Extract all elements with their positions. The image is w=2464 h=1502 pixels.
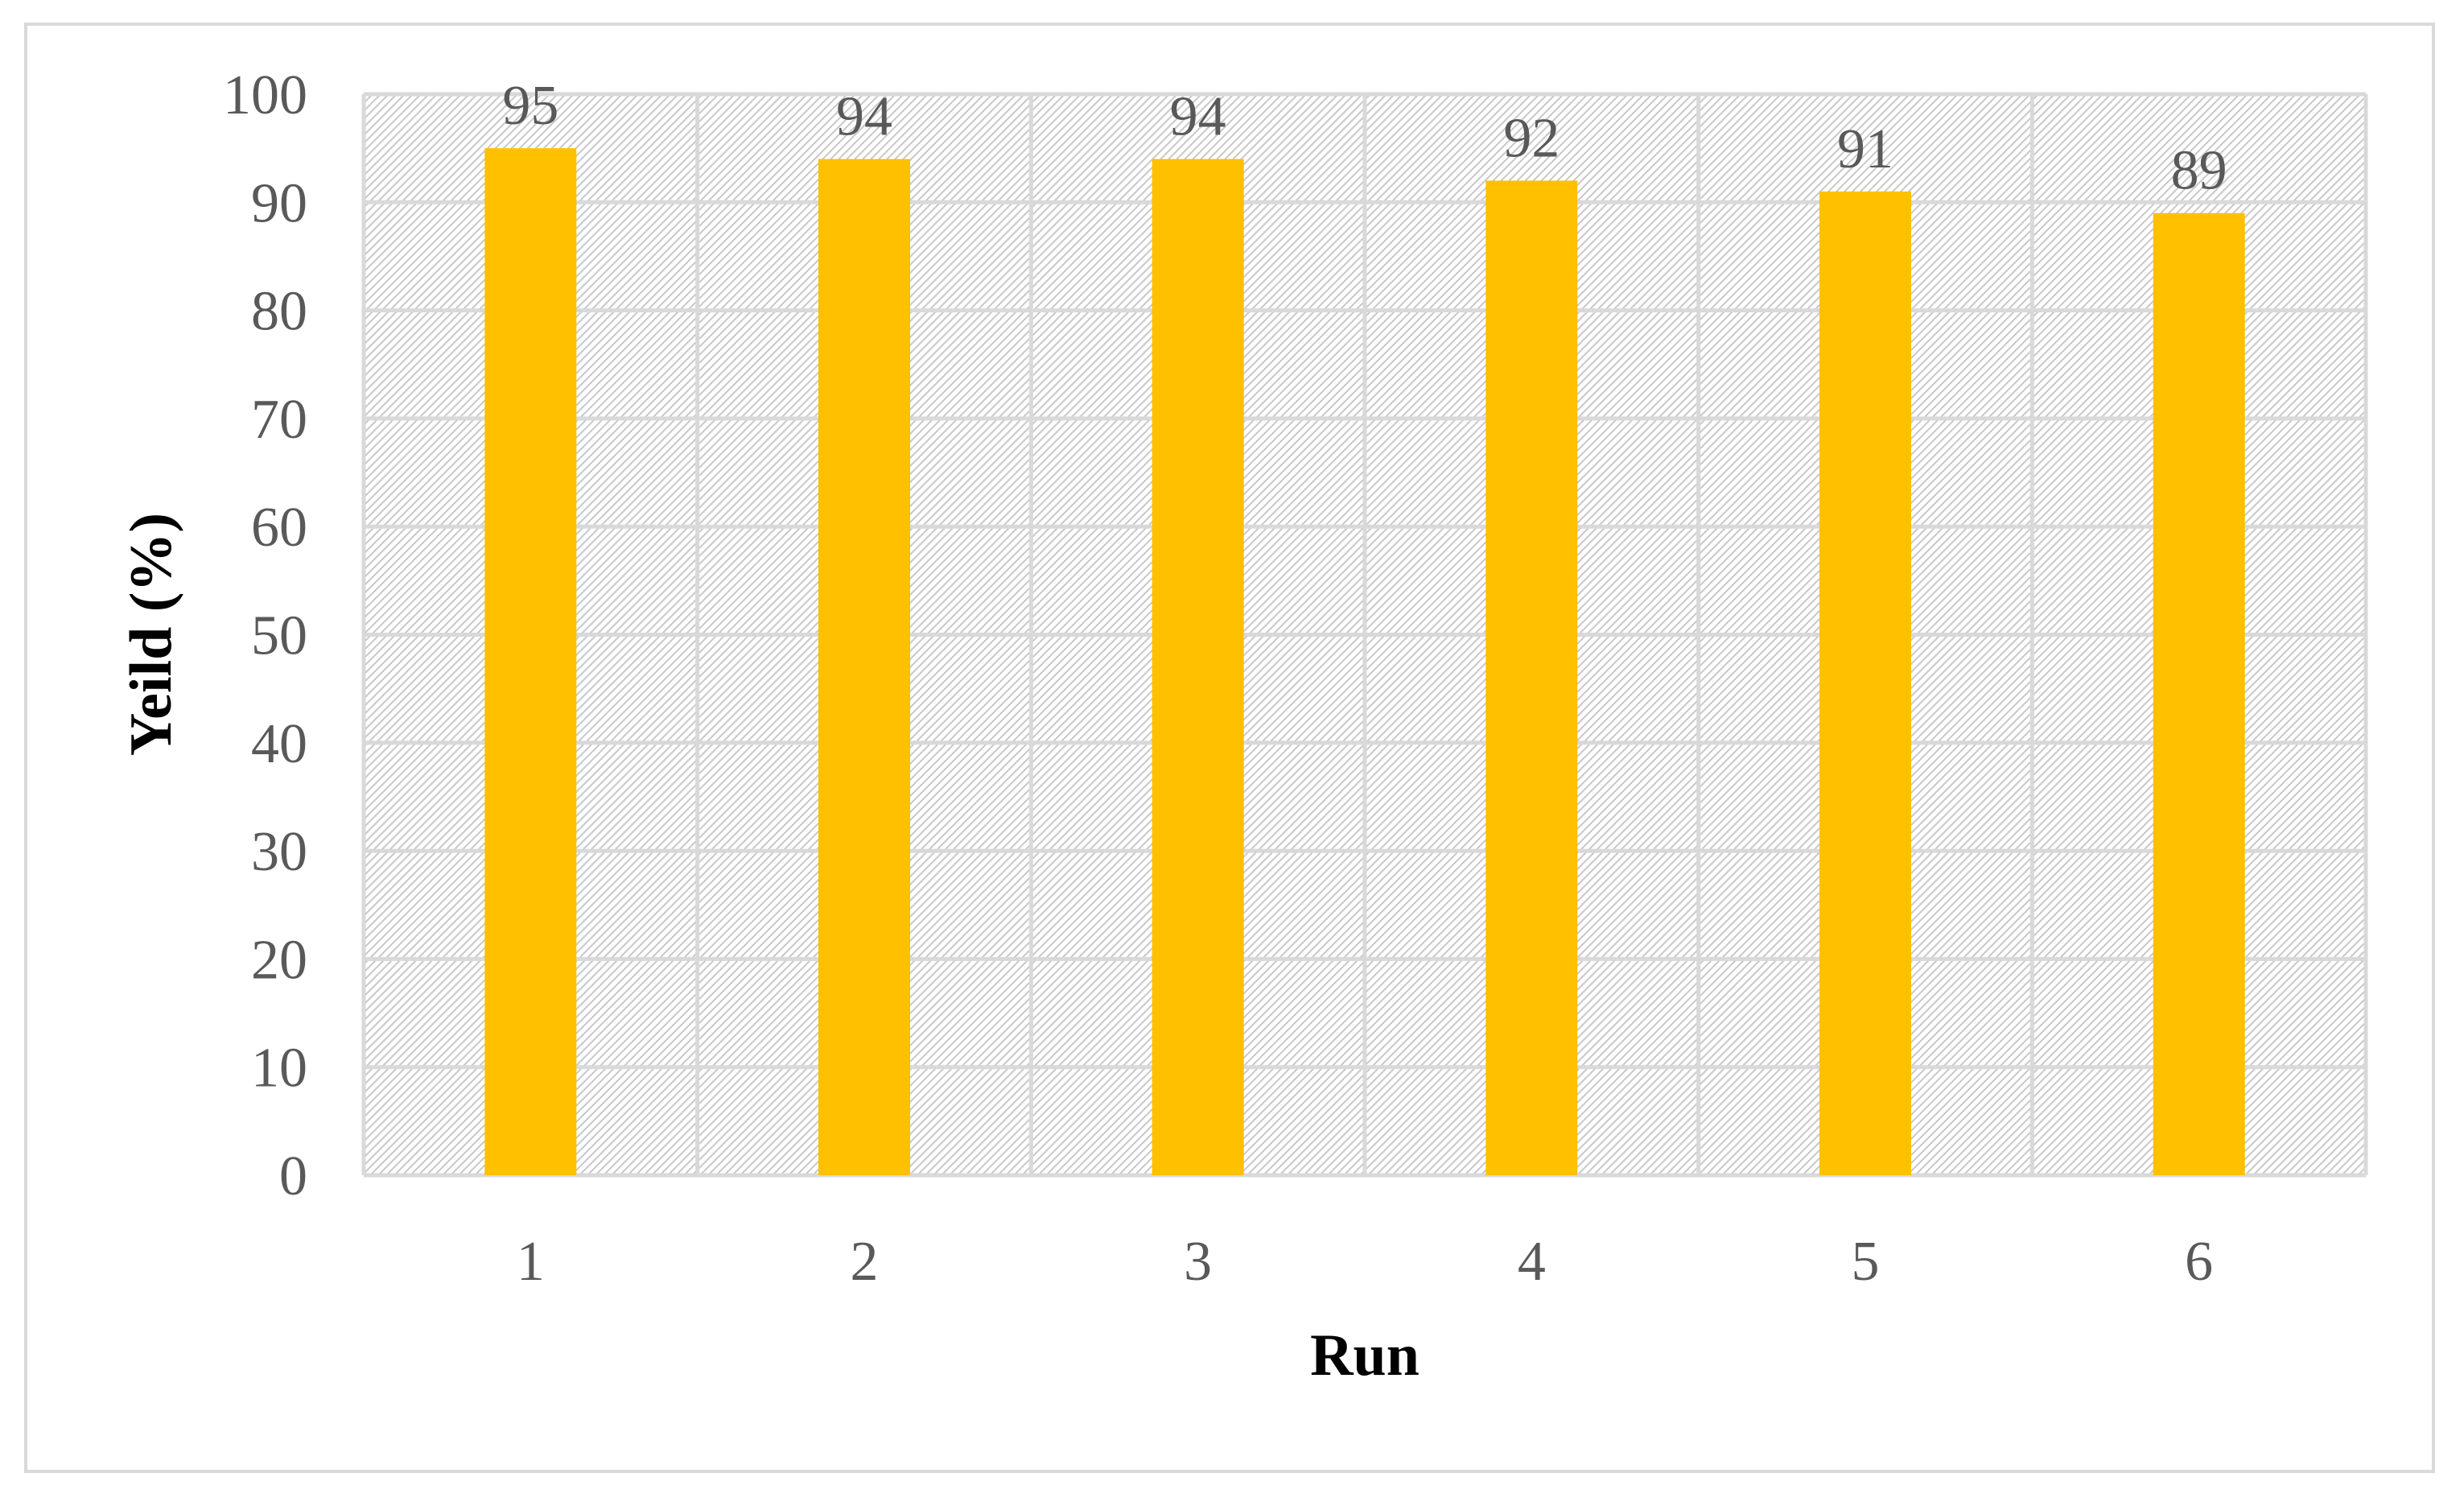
y-axis-title: Yeild (%) (118, 513, 184, 756)
data-label-run-3: 94 (1170, 86, 1226, 148)
x-tick-label: 2 (851, 1231, 879, 1293)
data-label-run-2: 94 (836, 86, 892, 148)
x-tick-label: 3 (1184, 1231, 1212, 1293)
y-tick-label: 0 (279, 1145, 307, 1207)
bar-run-3 (1152, 159, 1244, 1176)
gridlines (361, 92, 2368, 1178)
bar-run-2 (818, 159, 910, 1176)
y-tick-label: 70 (251, 389, 307, 451)
y-tick-label: 100 (223, 64, 307, 126)
y-tick-label: 40 (251, 713, 307, 775)
data-label-run-6: 89 (2171, 140, 2227, 202)
x-axis-title: Run (1310, 1323, 1419, 1389)
bar-run-4 (1485, 180, 1578, 1176)
y-axis-ticks: 0 10 20 30 40 50 60 70 80 90 100 (223, 64, 307, 1207)
x-axis-ticks: 1 2 3 4 5 6 (517, 1231, 2213, 1293)
bars (484, 148, 2245, 1176)
bar-run-6 (2153, 213, 2245, 1176)
bar-run-5 (1819, 191, 1911, 1175)
bar-run-1 (484, 148, 577, 1175)
y-tick-label: 20 (251, 929, 307, 991)
data-label-run-4: 92 (1503, 107, 1560, 169)
y-tick-label: 60 (251, 497, 307, 559)
y-tick-label: 10 (251, 1038, 307, 1100)
x-tick-label: 6 (2185, 1231, 2213, 1293)
x-tick-label: 4 (1518, 1231, 1546, 1293)
data-labels: 95 94 94 92 91 89 (502, 75, 2227, 202)
data-label-run-1: 95 (502, 75, 558, 137)
x-tick-label: 5 (1852, 1231, 1880, 1293)
y-tick-label: 50 (251, 605, 307, 667)
x-tick-label: 1 (517, 1231, 545, 1293)
y-tick-label: 90 (251, 172, 307, 234)
y-tick-label: 80 (251, 281, 307, 343)
data-label-run-5: 91 (1837, 118, 1893, 180)
y-tick-label: 30 (251, 821, 307, 883)
